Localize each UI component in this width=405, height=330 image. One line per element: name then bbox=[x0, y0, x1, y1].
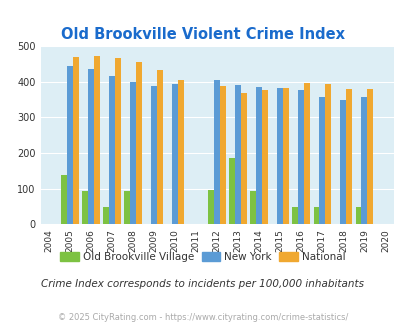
Legend: Old Brookville Village, New York, National: Old Brookville Village, New York, Nation… bbox=[56, 248, 349, 266]
Bar bbox=[324, 84, 330, 224]
Bar bbox=[172, 83, 178, 224]
Bar bbox=[339, 100, 345, 224]
Bar bbox=[115, 58, 121, 224]
Bar bbox=[61, 175, 67, 224]
Bar bbox=[355, 207, 360, 224]
Bar bbox=[178, 81, 183, 224]
Bar bbox=[303, 83, 309, 224]
Bar bbox=[94, 56, 100, 224]
Text: © 2025 CityRating.com - https://www.cityrating.com/crime-statistics/: © 2025 CityRating.com - https://www.city… bbox=[58, 313, 347, 322]
Bar bbox=[367, 89, 372, 224]
Bar bbox=[313, 207, 319, 224]
Text: Old Brookville Violent Crime Index: Old Brookville Violent Crime Index bbox=[61, 27, 344, 42]
Bar bbox=[214, 80, 220, 224]
Bar bbox=[292, 207, 298, 224]
Bar bbox=[250, 190, 256, 224]
Bar bbox=[241, 93, 247, 224]
Bar bbox=[220, 86, 226, 224]
Bar bbox=[73, 57, 79, 224]
Bar bbox=[319, 97, 324, 224]
Bar bbox=[277, 88, 283, 224]
Bar bbox=[262, 90, 267, 224]
Bar bbox=[229, 158, 235, 224]
Bar bbox=[136, 62, 142, 224]
Bar bbox=[67, 66, 73, 224]
Bar bbox=[360, 97, 367, 224]
Bar bbox=[256, 87, 262, 224]
Bar bbox=[157, 70, 162, 224]
Bar bbox=[283, 88, 288, 224]
Bar bbox=[82, 190, 88, 224]
Bar bbox=[130, 82, 136, 224]
Bar bbox=[298, 90, 303, 224]
Bar bbox=[235, 85, 241, 224]
Bar bbox=[151, 86, 157, 224]
Text: Crime Index corresponds to incidents per 100,000 inhabitants: Crime Index corresponds to incidents per… bbox=[41, 279, 364, 289]
Bar bbox=[109, 77, 115, 224]
Bar bbox=[208, 190, 214, 224]
Bar bbox=[88, 69, 94, 224]
Bar bbox=[103, 207, 109, 224]
Bar bbox=[345, 89, 351, 224]
Bar bbox=[124, 190, 130, 224]
